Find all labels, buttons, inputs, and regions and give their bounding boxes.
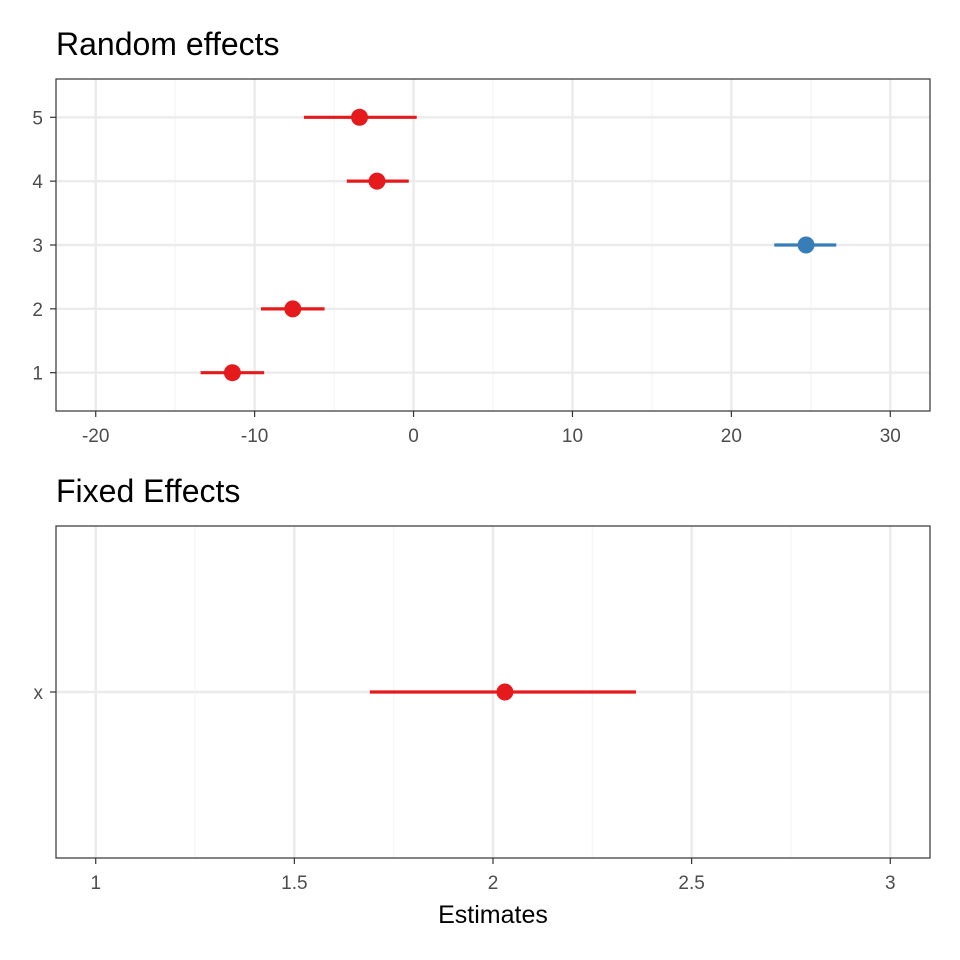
y-tick-label: 5 (32, 108, 43, 129)
y-tick-label: x (34, 683, 44, 704)
y-tick-label: 2 (32, 300, 43, 321)
estimate-point (797, 236, 815, 254)
fixed-effects-title: Fixed Effects (56, 473, 240, 509)
estimate-point (284, 300, 302, 318)
estimate-point (351, 108, 369, 126)
y-tick-label: 4 (32, 172, 43, 193)
x-tick-label: 2 (488, 873, 499, 894)
y-tick-label: 1 (32, 364, 43, 385)
random-effects-title: Random effects (56, 26, 280, 62)
x-tick-label: 1 (90, 873, 101, 894)
x-tick-label: 1.5 (281, 873, 307, 894)
random-effects-panel: -20 -10 0 10 20 30 1 2 3 4 5 (32, 78, 931, 447)
fixed-effects-panel: 1 1.5 2 2.5 3 x (34, 525, 931, 894)
estimate-point (368, 172, 386, 190)
x-tick-label: 2.5 (678, 873, 704, 894)
estimate-point (496, 683, 514, 701)
x-tick-label: -10 (241, 426, 268, 447)
estimate-point (223, 364, 241, 382)
x-tick-label: 20 (721, 426, 742, 447)
x-tick-label: 0 (408, 426, 419, 447)
x-tick-label: 3 (885, 873, 896, 894)
y-tick-label: 3 (32, 236, 43, 257)
x-axis-title: Estimates (438, 901, 548, 929)
x-tick-label: -20 (82, 426, 109, 447)
x-tick-label: 30 (880, 426, 901, 447)
x-tick-label: 10 (562, 426, 583, 447)
